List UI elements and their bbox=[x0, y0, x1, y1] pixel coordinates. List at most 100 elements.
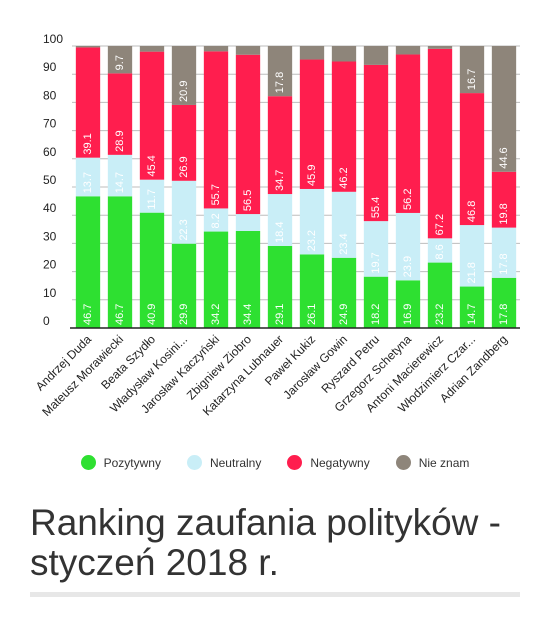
chart-title-line-2: styczeń 2018 r. bbox=[30, 542, 279, 583]
bar-segment bbox=[171, 243, 197, 328]
bar-value-label: 29.9 bbox=[178, 304, 190, 325]
bar-stack: 34.2 8.2 55.7 bbox=[203, 46, 229, 328]
legend-label-nie-znam: Nie znam bbox=[418, 455, 470, 470]
bar-value-label: 45.4 bbox=[146, 155, 158, 176]
bar-segment bbox=[363, 221, 389, 277]
y-tick-label: 80 bbox=[43, 88, 57, 102]
bar-value-label: 22.3 bbox=[178, 219, 190, 240]
bar-segment bbox=[75, 157, 101, 197]
bar-segment bbox=[331, 61, 357, 192]
bar-value-label: 34.7 bbox=[274, 170, 286, 191]
bar-segment bbox=[139, 51, 165, 180]
bar-segment bbox=[235, 230, 261, 328]
bar-value-label: 55.7 bbox=[210, 184, 222, 205]
bar-segment bbox=[107, 154, 133, 197]
bar-value-label: 46.7 bbox=[82, 304, 94, 325]
bar-segment bbox=[203, 231, 229, 328]
bar-stack: 46.7 14.7 28.9 9.7 bbox=[107, 46, 133, 328]
legend-item-pozytywny: Pozytywny bbox=[80, 455, 161, 470]
bar-segment bbox=[171, 46, 197, 105]
y-tick-label: 40 bbox=[43, 201, 57, 215]
y-axis-ticks: 0 10 20 30 40 50 60 70 80 90 100 bbox=[43, 32, 63, 328]
bar-segment bbox=[363, 276, 389, 328]
chart-title-line-1: Ranking zaufania polityków - bbox=[30, 502, 501, 543]
bar-value-label: 17.8 bbox=[498, 304, 510, 325]
legend-swatch-nie-znam bbox=[395, 455, 411, 470]
bar-value-label: 55.4 bbox=[370, 197, 382, 218]
bar-segment bbox=[395, 46, 421, 55]
bar-stack: 17.8 17.8 19.8 44.6 bbox=[491, 46, 517, 328]
bar-segment bbox=[427, 262, 453, 328]
bar-value-label: 26.9 bbox=[178, 156, 190, 177]
y-tick-label: 50 bbox=[43, 173, 57, 187]
stacked-bar-chart: 0 10 20 30 40 50 60 70 80 90 100 46.7 13.7 39.1 46.7 1… bbox=[33, 32, 520, 419]
bar-stack: 23.2 8.6 67.2 bbox=[427, 46, 453, 328]
legend-swatch-pozytywny bbox=[80, 455, 96, 470]
bar-segment bbox=[299, 46, 325, 60]
bar-segment bbox=[75, 47, 101, 158]
grid-lines bbox=[72, 45, 520, 301]
bar-value-label: 46.2 bbox=[338, 167, 350, 188]
bar-value-label: 34.4 bbox=[242, 304, 254, 325]
bar-value-label: 23.4 bbox=[338, 233, 350, 254]
y-tick-label: 100 bbox=[43, 32, 63, 46]
bar-value-label: 18.2 bbox=[370, 304, 382, 325]
bar-stack: 34.4 56.5 bbox=[235, 46, 261, 328]
bar-segment bbox=[363, 46, 389, 65]
bar-segment bbox=[107, 73, 133, 155]
bar-segment bbox=[267, 245, 293, 328]
bar-segment bbox=[299, 59, 325, 189]
bar-segment bbox=[139, 212, 165, 328]
legend-label-neutralny: Neutralny bbox=[209, 455, 262, 470]
bar-segment bbox=[427, 46, 453, 49]
chart-title: Ranking zaufania polityków - styczeń 201… bbox=[30, 503, 530, 583]
bar-value-label: 8.2 bbox=[210, 213, 222, 228]
bar-value-label: 21.8 bbox=[466, 262, 478, 283]
bar-stack: 29.9 22.3 26.9 20.9 bbox=[171, 46, 197, 328]
bar-segment bbox=[203, 51, 229, 209]
bar-segment bbox=[331, 46, 357, 62]
bar-segment bbox=[395, 280, 421, 328]
bar-segment bbox=[427, 48, 453, 239]
bar-segment bbox=[203, 208, 229, 232]
bar-value-label: 26.1 bbox=[306, 304, 318, 325]
bar-segment bbox=[267, 194, 293, 246]
legend-label-negatywny: Negatywny bbox=[310, 455, 370, 470]
bar-segment bbox=[299, 254, 325, 328]
bar-value-label: 24.9 bbox=[338, 304, 350, 325]
bar-value-label: 14.7 bbox=[466, 304, 478, 325]
bar-stack: 24.9 23.4 46.2 bbox=[331, 46, 357, 328]
bar-segment bbox=[427, 238, 453, 263]
y-tick-label: 10 bbox=[43, 286, 57, 300]
bar-segment bbox=[491, 46, 517, 172]
bar-segment bbox=[267, 96, 293, 195]
bar-value-label: 23.9 bbox=[402, 256, 414, 277]
legend: Pozytywny Neutralny Negatywny Nie znam bbox=[0, 455, 550, 470]
bar-segment bbox=[459, 46, 485, 94]
bar-segment bbox=[459, 93, 485, 226]
bar-segment bbox=[235, 214, 261, 231]
bar-value-label: 39.1 bbox=[82, 133, 94, 154]
bar-value-label: 23.2 bbox=[434, 304, 446, 325]
bottom-divider bbox=[30, 592, 520, 597]
y-tick-label: 70 bbox=[43, 117, 57, 131]
bar-value-label: 23.2 bbox=[306, 230, 318, 251]
bar-segment bbox=[107, 196, 133, 328]
bar-value-label: 40.9 bbox=[146, 304, 158, 325]
bar-segment bbox=[331, 257, 357, 328]
bar-stack: 18.2 19.7 55.4 bbox=[363, 46, 389, 328]
bar-segment bbox=[139, 179, 165, 213]
bar-value-label: 17.8 bbox=[274, 72, 286, 93]
bar-stack: 29.1 18.4 34.7 17.8 bbox=[267, 46, 293, 328]
y-tick-label: 20 bbox=[43, 258, 57, 272]
bar-segment bbox=[139, 46, 165, 52]
bar-value-label: 19.8 bbox=[498, 203, 510, 224]
bar-segment bbox=[75, 46, 101, 48]
bar-value-label: 34.2 bbox=[210, 304, 222, 325]
legend-swatch-neutralny bbox=[186, 455, 202, 470]
bar-value-label: 16.7 bbox=[466, 69, 478, 90]
bar-segment bbox=[331, 191, 357, 258]
bar-segment bbox=[491, 227, 517, 278]
bar-value-label: 44.6 bbox=[498, 147, 510, 168]
